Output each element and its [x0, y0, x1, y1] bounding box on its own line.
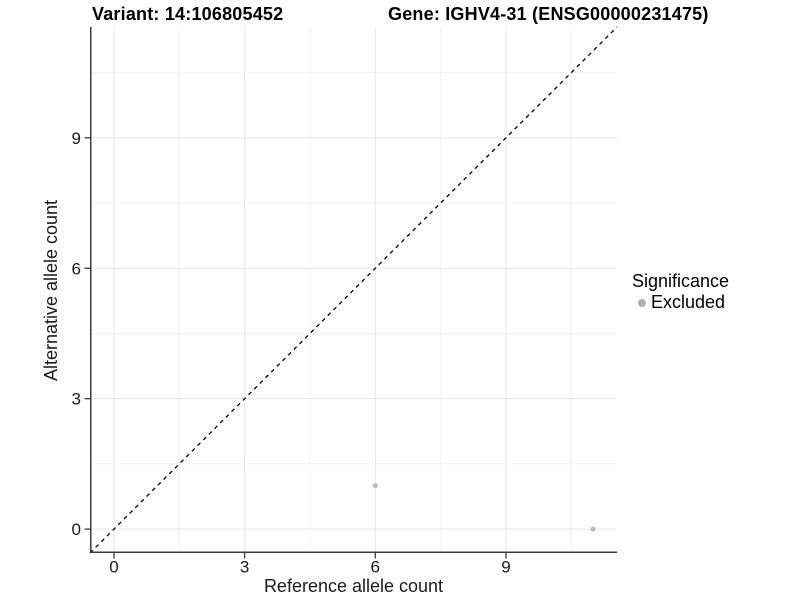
y-axis-title-wrap: Alternative allele count [30, 27, 74, 553]
plot-title-variant: Variant: 14:106805452 [92, 4, 284, 24]
x-tick-label: 3 [240, 558, 249, 577]
legend-item-excluded: Excluded [632, 292, 729, 313]
y-tick-label: 9 [72, 129, 81, 148]
legend-item-label: Excluded [651, 292, 726, 312]
legend-key-dot-icon [638, 298, 646, 307]
legend: Significance Excluded [632, 271, 729, 313]
x-tick-label: 0 [109, 558, 118, 577]
y-axis-title: Alternative allele count [41, 199, 62, 381]
plot-title-gene: Gene: IGHV4-31 (ENSG00000231475) [388, 4, 709, 24]
x-axis-title: Reference allele count [263, 576, 444, 596]
identity-line [89, 26, 618, 554]
data-point [590, 526, 596, 532]
y-tick-label: 0 [72, 520, 81, 539]
data-point [372, 483, 378, 489]
y-tick-label: 6 [72, 259, 81, 278]
x-tick-label: 9 [501, 558, 510, 577]
x-tick-label: 6 [371, 558, 380, 577]
legend-title: Significance [632, 271, 730, 291]
y-tick-label: 3 [72, 390, 81, 409]
plot-panel: 0 3 6 9 0 3 6 9 [72, 26, 618, 577]
